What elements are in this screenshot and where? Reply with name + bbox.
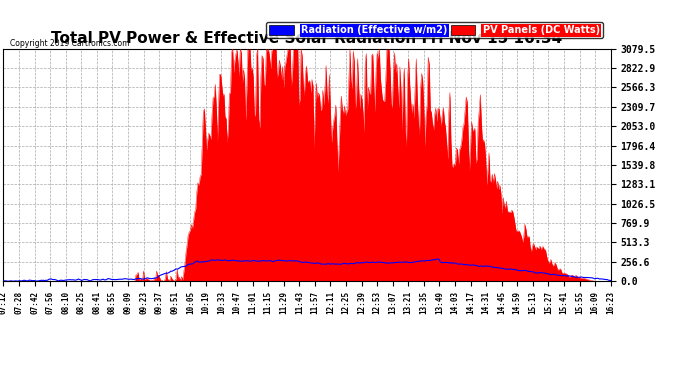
Text: Copyright 2019 Cartronics.com: Copyright 2019 Cartronics.com: [10, 39, 129, 48]
Title: Total PV Power & Effective Solar Radiation Fri Nov 15 16:34: Total PV Power & Effective Solar Radiati…: [52, 31, 562, 46]
Legend: Radiation (Effective w/m2), PV Panels (DC Watts): Radiation (Effective w/m2), PV Panels (D…: [266, 22, 603, 38]
